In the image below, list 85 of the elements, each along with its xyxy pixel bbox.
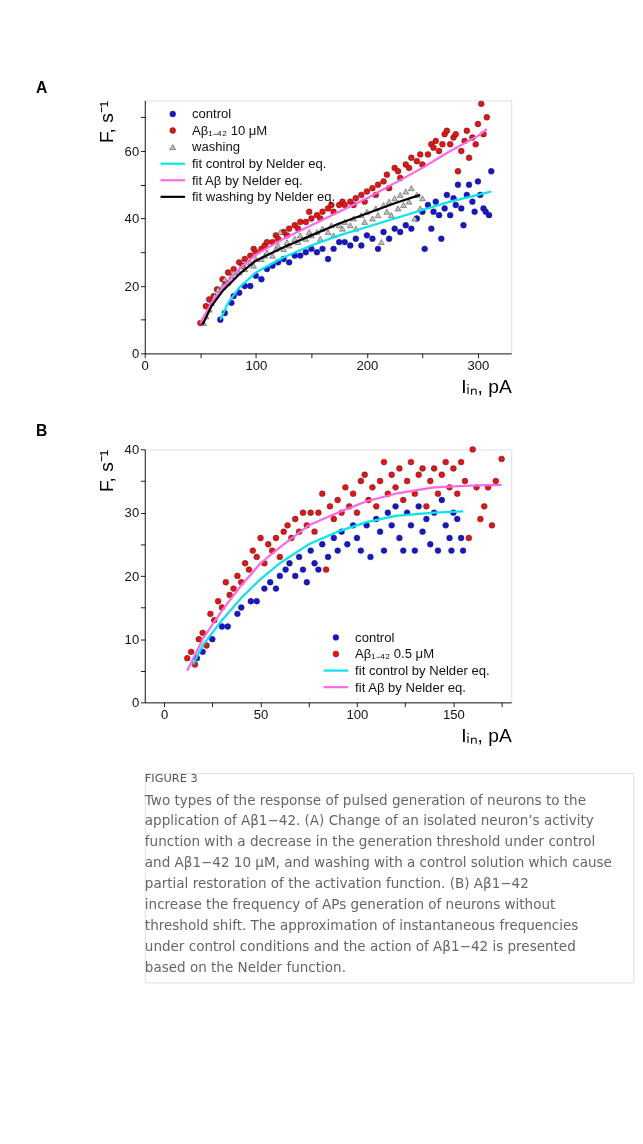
point [459,547,467,554]
legend-label: control [191,106,232,122]
point [442,522,449,529]
x-tick-label: 50 [253,707,269,723]
point [446,534,453,542]
legend-label: fit Aβ by Nelder eq. [355,679,466,695]
point [344,541,351,548]
point [357,547,364,554]
point [303,579,310,586]
point [276,572,283,580]
point [238,604,245,611]
point [292,572,299,580]
legend-label: fit control by Nelder eq. [355,662,490,678]
point [380,547,388,554]
point [324,553,332,561]
x-tick-label: 300 [467,358,490,374]
point [330,534,337,542]
point [199,648,206,655]
point [224,623,231,630]
x-tick-label: 100 [245,358,268,374]
y-tick-label: 30 [124,505,140,521]
point [209,636,216,643]
x-tick-label: 100 [346,707,369,723]
point [367,553,374,561]
y-tick-label: 10 [124,631,140,647]
point [315,566,322,573]
legend-label: fit Aβ by Nelder eq. [191,172,303,188]
point [423,515,430,523]
point [411,547,418,554]
point [299,566,307,573]
point [407,522,415,529]
point [448,547,455,554]
x-axis-title: Iᵢₙ, pA [461,725,512,747]
x-tick-label: 200 [356,358,379,374]
point [392,503,399,510]
legend-label: fit control by Nelder eq. [191,156,327,172]
point [457,534,465,542]
caption: FIGURE 3 [144,770,198,785]
point [286,560,293,567]
point [400,547,407,554]
point [261,585,268,592]
point [353,534,361,542]
chart-title: A [36,79,48,97]
legend-label: Aβ₁₋₄₂ 10 μM [191,122,268,138]
point [282,566,289,573]
point [434,547,442,554]
y-tick-label: 20 [124,278,140,294]
point [396,534,403,542]
x-tick-label: 150 [442,707,465,723]
x-tick-label: 0 [160,707,169,723]
y-tick-label: 40 [124,442,140,458]
point [234,610,241,618]
point [454,515,461,523]
y-axis-title: F, s⁻¹ [96,449,118,493]
legend-label: fit washing by Nelder eq. [191,189,336,205]
point [388,522,395,529]
text: Two types of the response of pulsed generation of neurons to the application of Aβ1−42. (A) Change of an isolated neuron’s activity function with a decrease in the generation threshold under control and Aβ1−42 10 μM, and washing with a control solution which cause partial restoration of the activation function. (B) Aβ1−42 increase the frequency of APs generation of neurons without threshold shift. The approximation of instantaneous frequencies under control conditions and the action of Aβ1−42 is presented based on the Nelder function. [144,791,612,976]
x-axis-title: Iᵢₙ, pA [461,376,512,398]
legend-label: washing [190,139,240,155]
point [311,560,318,567]
point [247,598,255,605]
legend-label: control [355,629,395,645]
y-tick-label: 0 [131,695,140,711]
point [218,623,226,630]
point [415,503,422,510]
point [384,509,391,516]
legend-label: Aβ₁₋₄₂ 0.5 μM [355,646,435,662]
point [419,528,426,535]
point [267,579,274,586]
line-series [191,510,465,666]
point [253,598,260,605]
point [295,553,303,561]
point [272,585,280,592]
y-tick-label: 60 [124,143,140,159]
y-tick-label: 40 [124,211,140,227]
point [307,547,314,554]
y-tick-label: 0 [131,346,140,362]
point [376,528,384,535]
chart-title: B [36,422,48,440]
point [438,496,445,504]
y-axis-title: F, s⁻¹ [96,100,118,144]
y-tick-label: 20 [124,568,140,584]
point [319,541,326,548]
point [334,547,341,554]
point [427,541,434,548]
